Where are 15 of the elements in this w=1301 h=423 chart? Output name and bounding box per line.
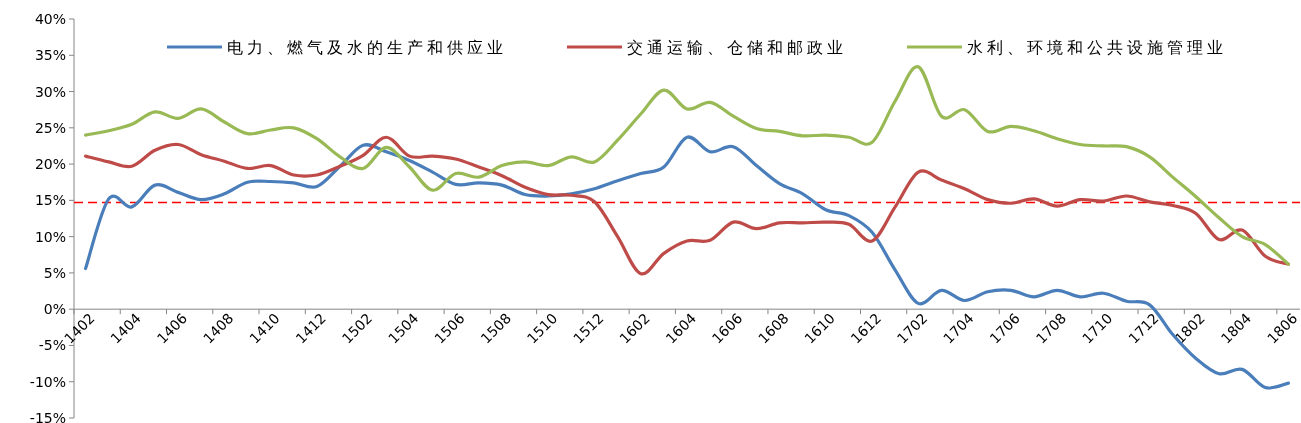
y-tick-label: 15% bbox=[34, 192, 66, 209]
y-tick-label: 35% bbox=[34, 47, 66, 64]
y-tick-label: 0% bbox=[43, 301, 66, 318]
y-tick-label: -15% bbox=[29, 410, 66, 423]
y-tick-label: 40% bbox=[34, 11, 66, 27]
legend-label: 水利、环境和公共设施管理业 bbox=[967, 38, 1227, 57]
y-tick-label: 20% bbox=[34, 156, 66, 173]
legend-label: 电力、燃气及水的生产和供应业 bbox=[227, 38, 507, 57]
y-tick-label: 25% bbox=[34, 119, 66, 136]
y-tick-label: -10% bbox=[29, 373, 66, 390]
y-tick-label: 5% bbox=[43, 264, 66, 281]
y-tick-label: 10% bbox=[34, 228, 66, 245]
y-tick-label: 30% bbox=[34, 83, 66, 100]
y-tick-label: -5% bbox=[38, 337, 66, 354]
legend-label: 交通运输、仓储和邮政业 bbox=[627, 38, 847, 57]
